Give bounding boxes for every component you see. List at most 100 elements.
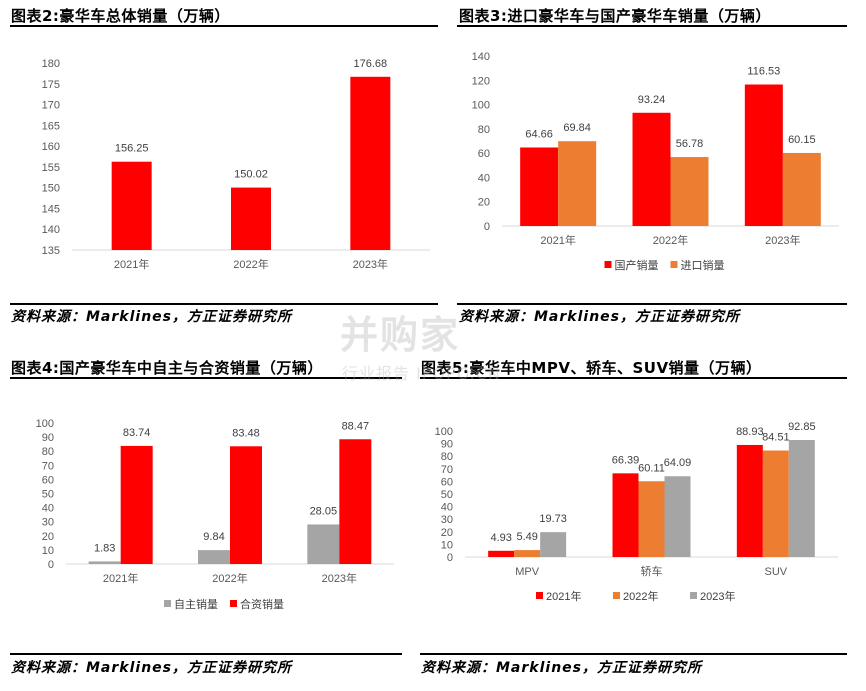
- legend-label: 进口销量: [681, 258, 725, 272]
- y-tick-label: 165: [42, 120, 60, 132]
- bar: [540, 532, 567, 557]
- y-tick-label: 80: [478, 124, 490, 136]
- bar: [558, 141, 597, 226]
- y-tick-label: 180: [42, 58, 60, 70]
- bar-value-label: 156.25: [115, 143, 149, 155]
- chart5-title-rule: [420, 377, 847, 379]
- y-tick-label: 30: [441, 514, 453, 526]
- y-tick-label: 30: [42, 517, 54, 529]
- y-tick-label: 140: [42, 224, 60, 236]
- bar: [762, 450, 789, 557]
- y-tick-label: 150: [42, 183, 60, 195]
- bar-value-label: 60.11: [638, 462, 665, 474]
- y-tick-label: 70: [441, 464, 453, 476]
- bar-value-label: 93.24: [638, 94, 666, 106]
- legend-label: 自主销量: [174, 597, 218, 611]
- bar: [514, 550, 541, 557]
- x-tick-label: 2021年: [103, 571, 138, 585]
- legend-label: 国产销量: [615, 258, 659, 272]
- legend-label: 2021年: [546, 589, 581, 603]
- chart5-source: 资料来源：Marklines，方正证券研究所: [421, 660, 702, 676]
- y-tick-label: 0: [447, 552, 453, 564]
- y-tick-label: 60: [441, 476, 453, 488]
- y-tick-label: 145: [42, 203, 60, 215]
- chart3-title-rule: [457, 25, 847, 27]
- y-tick-label: 155: [42, 162, 60, 174]
- chart2-title-rule: [10, 25, 438, 27]
- chart4-source-rule: [10, 653, 402, 655]
- chart4-title-rule: [10, 377, 402, 379]
- bar: [88, 561, 121, 564]
- bar: [198, 550, 230, 564]
- y-tick-label: 70: [42, 460, 54, 472]
- x-tick-label: 2022年: [653, 233, 688, 247]
- y-tick-label: 50: [42, 489, 54, 501]
- y-tick-label: 20: [42, 531, 54, 543]
- x-tick-label: 2023年: [353, 257, 388, 271]
- x-tick-label: 2022年: [233, 257, 268, 271]
- bar: [488, 550, 515, 557]
- bar-value-label: 150.02: [234, 169, 268, 181]
- bar-value-label: 9.84: [203, 531, 224, 543]
- chart4-title: 图表4:国产豪华车中自主与合资销量（万辆）: [11, 359, 323, 377]
- bar-value-label: 83.48: [232, 427, 260, 439]
- y-tick-label: 0: [48, 559, 54, 571]
- bar-value-label: 66.39: [612, 454, 640, 466]
- x-tick-label: 2022年: [212, 571, 247, 585]
- chart4-own-brand-vs-jv: 0 10 20 30 40 50 60 70 80 90 100 1.83 83.74 2021年 9.84…: [36, 418, 394, 611]
- bar: [230, 446, 262, 564]
- y-tick-label: 10: [42, 545, 54, 557]
- chart3-source-rule: [457, 303, 847, 305]
- legend-swatch: [230, 600, 237, 607]
- x-tick-label: 轿车: [641, 564, 663, 578]
- bar-value-label: 1.83: [94, 542, 115, 554]
- legend-label: 2022年: [623, 589, 658, 603]
- bar-value-label: 64.66: [525, 128, 553, 140]
- x-tick-label: 2023年: [765, 233, 800, 247]
- y-tick-label: 100: [36, 418, 54, 430]
- bar-value-label: 64.09: [664, 457, 692, 469]
- y-tick-label: 90: [42, 432, 54, 444]
- bar-value-label: 28.05: [310, 505, 338, 517]
- x-tick-label: 2021年: [114, 257, 149, 271]
- x-tick-label: 2021年: [540, 233, 575, 247]
- legend-swatch: [613, 592, 620, 599]
- bar-value-label: 56.78: [676, 138, 704, 150]
- y-tick-label: 135: [42, 245, 60, 257]
- y-tick-label: 170: [42, 100, 60, 112]
- chart2-title: 图表2:豪华车总体销量（万辆）: [11, 7, 230, 25]
- legend-swatch: [164, 600, 171, 607]
- watermark-logo-text: 并购家: [340, 313, 461, 357]
- bar-value-label: 83.74: [123, 427, 151, 439]
- chart5-source-rule: [420, 653, 847, 655]
- legend-swatch: [536, 592, 543, 599]
- legend-label: 2023年: [700, 589, 735, 603]
- y-tick-label: 100: [435, 426, 453, 438]
- bar-value-label: 116.53: [747, 65, 780, 77]
- bar: [231, 187, 271, 250]
- chart3-source: 资料来源：Marklines，方正证券研究所: [459, 309, 740, 325]
- bar-value-label: 5.49: [516, 531, 537, 543]
- x-tick-label: 2023年: [322, 571, 357, 585]
- bar-value-label: 84.51: [762, 432, 790, 444]
- y-tick-label: 80: [441, 451, 453, 463]
- bar: [520, 147, 559, 226]
- bar: [670, 157, 709, 226]
- y-tick-label: 20: [478, 197, 490, 209]
- chart3-import-vs-domestic: 0 20 40 60 80 100 120 140 64.66 69.84 2021年 93.24 56…: [472, 51, 839, 272]
- legend-swatch: [604, 261, 612, 268]
- bar: [736, 444, 763, 557]
- legend-label: 合资销量: [240, 597, 284, 611]
- bar: [111, 161, 152, 250]
- y-tick-label: 100: [472, 100, 490, 112]
- y-tick-label: 10: [441, 539, 453, 551]
- y-tick-label: 140: [472, 51, 490, 63]
- chart4-source: 资料来源：Marklines，方正证券研究所: [11, 660, 292, 676]
- y-tick-label: 40: [441, 502, 453, 514]
- bar: [782, 152, 821, 226]
- legend-swatch: [690, 592, 697, 599]
- y-tick-label: 40: [478, 172, 490, 184]
- y-tick-label: 60: [42, 474, 54, 486]
- chart2-source: 资料来源：Marklines，方正证券研究所: [11, 309, 292, 325]
